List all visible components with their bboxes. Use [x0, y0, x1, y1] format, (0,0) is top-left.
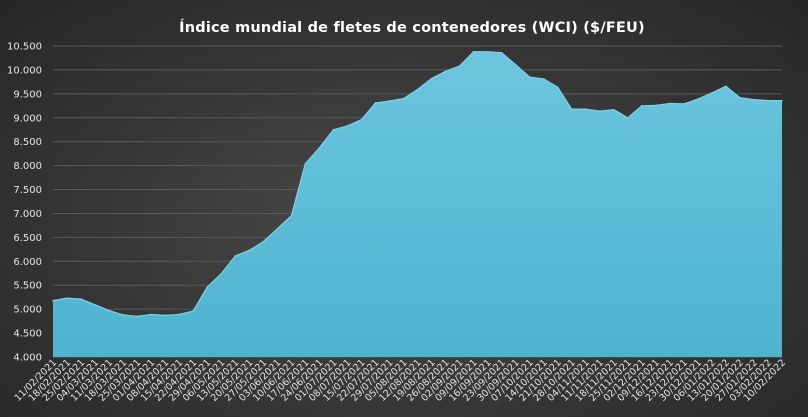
data-point — [556, 86, 559, 88]
data-point — [192, 310, 194, 312]
y-tick-label: 6.000 — [13, 257, 42, 268]
data-point — [570, 108, 573, 110]
data-point — [290, 215, 293, 217]
data-point — [725, 85, 727, 87]
data-point — [108, 309, 110, 312]
data-point — [739, 96, 741, 99]
y-tick-label: 9.500 — [13, 89, 42, 100]
data-point — [612, 108, 615, 111]
data-point — [136, 315, 138, 318]
data-point — [220, 272, 223, 275]
data-point — [164, 314, 166, 317]
data-point — [683, 103, 685, 105]
y-tick-label: 4.500 — [13, 329, 42, 340]
data-point — [781, 99, 783, 102]
data-point — [416, 88, 419, 91]
data-point — [234, 255, 237, 257]
y-tick-label: 4.000 — [13, 353, 42, 364]
data-point — [262, 240, 265, 243]
data-point — [514, 63, 517, 66]
data-point — [472, 50, 475, 53]
data-point — [711, 92, 713, 94]
data-point — [402, 97, 405, 100]
y-tick-label: 10.500 — [7, 42, 42, 53]
data-point — [374, 102, 377, 104]
series-area — [53, 51, 782, 357]
y-tick-label: 7.000 — [13, 209, 42, 220]
data-point — [542, 78, 545, 80]
data-point — [52, 299, 54, 302]
y-tick-label: 8.000 — [13, 161, 42, 172]
data-point — [486, 50, 489, 53]
x-axis-ticks: 11/02/202118/02/202125/02/202104/03/2021… — [13, 357, 789, 404]
data-point — [206, 286, 209, 288]
data-point — [80, 298, 82, 300]
data-point — [528, 76, 531, 78]
y-tick-label: 7.500 — [13, 185, 42, 196]
chart-title: Índice mundial de fletes de contenedores… — [179, 19, 645, 36]
data-point — [122, 314, 124, 316]
data-point — [697, 98, 699, 100]
data-point — [346, 125, 349, 127]
y-tick-label: 9.000 — [13, 113, 42, 124]
data-point — [655, 104, 657, 107]
data-point — [276, 227, 279, 230]
data-point — [598, 110, 601, 112]
data-point — [753, 98, 755, 101]
data-point — [626, 116, 629, 119]
data-point — [150, 313, 152, 316]
y-tick-label: 8.500 — [13, 137, 42, 148]
data-point — [388, 100, 391, 102]
data-point — [318, 147, 321, 149]
y-tick-label: 5.500 — [13, 281, 42, 292]
data-point — [304, 162, 307, 165]
data-point — [641, 105, 643, 107]
data-point — [584, 108, 587, 110]
data-point — [458, 65, 461, 67]
data-point — [767, 99, 769, 102]
data-point — [360, 118, 363, 121]
data-point — [332, 128, 335, 131]
data-point — [669, 102, 671, 105]
data-point — [444, 70, 447, 73]
data-point — [66, 297, 68, 299]
y-tick-label: 5.000 — [13, 305, 42, 316]
y-tick-label: 10.000 — [7, 65, 42, 76]
data-point — [248, 249, 251, 252]
data-point — [94, 304, 96, 306]
data-area — [52, 50, 783, 357]
data-point — [178, 313, 180, 316]
y-axis-ticks: 4.000 4.500 5.000 5.500 6.000 6.500 7.000 7.500… — [7, 42, 42, 364]
data-point — [430, 77, 433, 80]
data-point — [500, 51, 503, 54]
y-tick-label: 6.500 — [13, 233, 42, 244]
